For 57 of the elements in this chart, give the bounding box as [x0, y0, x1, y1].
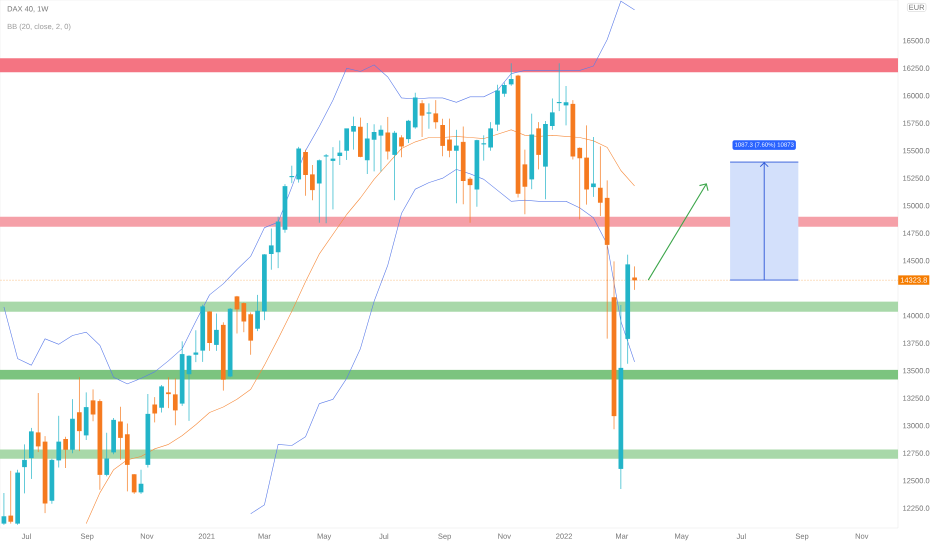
candlestick	[289, 165, 294, 184]
candlestick	[172, 378, 178, 426]
candlestick	[56, 415, 62, 468]
candlestick	[591, 136, 596, 198]
candlestick	[351, 116, 356, 150]
candlestick	[132, 474, 137, 494]
candlestick	[468, 176, 472, 224]
candlestick	[138, 469, 144, 494]
candlestick	[234, 296, 240, 334]
candlestick	[364, 122, 370, 174]
candlestick	[316, 159, 322, 224]
candlestick	[344, 128, 350, 160]
candlestick	[420, 100, 424, 138]
candlestick	[255, 294, 260, 332]
candlestick	[556, 62, 562, 112]
candlestick	[564, 86, 568, 126]
candlestick	[36, 392, 41, 452]
candlestick	[63, 436, 68, 468]
candlestick	[502, 82, 507, 98]
candlestick	[372, 124, 376, 172]
candlestick	[399, 134, 404, 158]
candlestick	[214, 313, 219, 352]
candlestick	[522, 149, 528, 215]
candlestick	[447, 118, 452, 158]
candlestick	[268, 228, 274, 270]
candlestick	[324, 154, 328, 224]
candlestick	[550, 98, 555, 130]
candlestick	[577, 147, 582, 220]
candlestick	[385, 116, 390, 160]
candlestick	[152, 396, 158, 423]
candlestick	[406, 120, 411, 144]
candlestick	[8, 470, 14, 524]
candlestick	[90, 389, 96, 422]
candlestick	[598, 146, 603, 216]
candlestick	[241, 302, 246, 333]
candlestick	[2, 492, 6, 526]
candlestick	[337, 140, 342, 166]
candlestick	[186, 354, 192, 422]
candlestick	[433, 100, 438, 130]
candlestick	[330, 146, 336, 210]
candlestick	[488, 122, 493, 152]
candlestick	[76, 376, 82, 452]
candlestick	[310, 164, 315, 201]
candlestick	[426, 103, 432, 130]
candlestick	[118, 406, 123, 460]
candlestick	[378, 125, 384, 172]
candlestick	[632, 266, 637, 290]
candlestick	[303, 149, 308, 196]
candlestick	[481, 134, 486, 161]
candlestick	[440, 118, 445, 157]
candlestick	[104, 432, 110, 477]
candlestick	[22, 444, 27, 494]
candlestick	[159, 384, 164, 413]
candlestick	[454, 129, 459, 204]
candlestick	[508, 62, 514, 86]
candlestick	[166, 376, 171, 408]
candlestick	[392, 130, 398, 201]
